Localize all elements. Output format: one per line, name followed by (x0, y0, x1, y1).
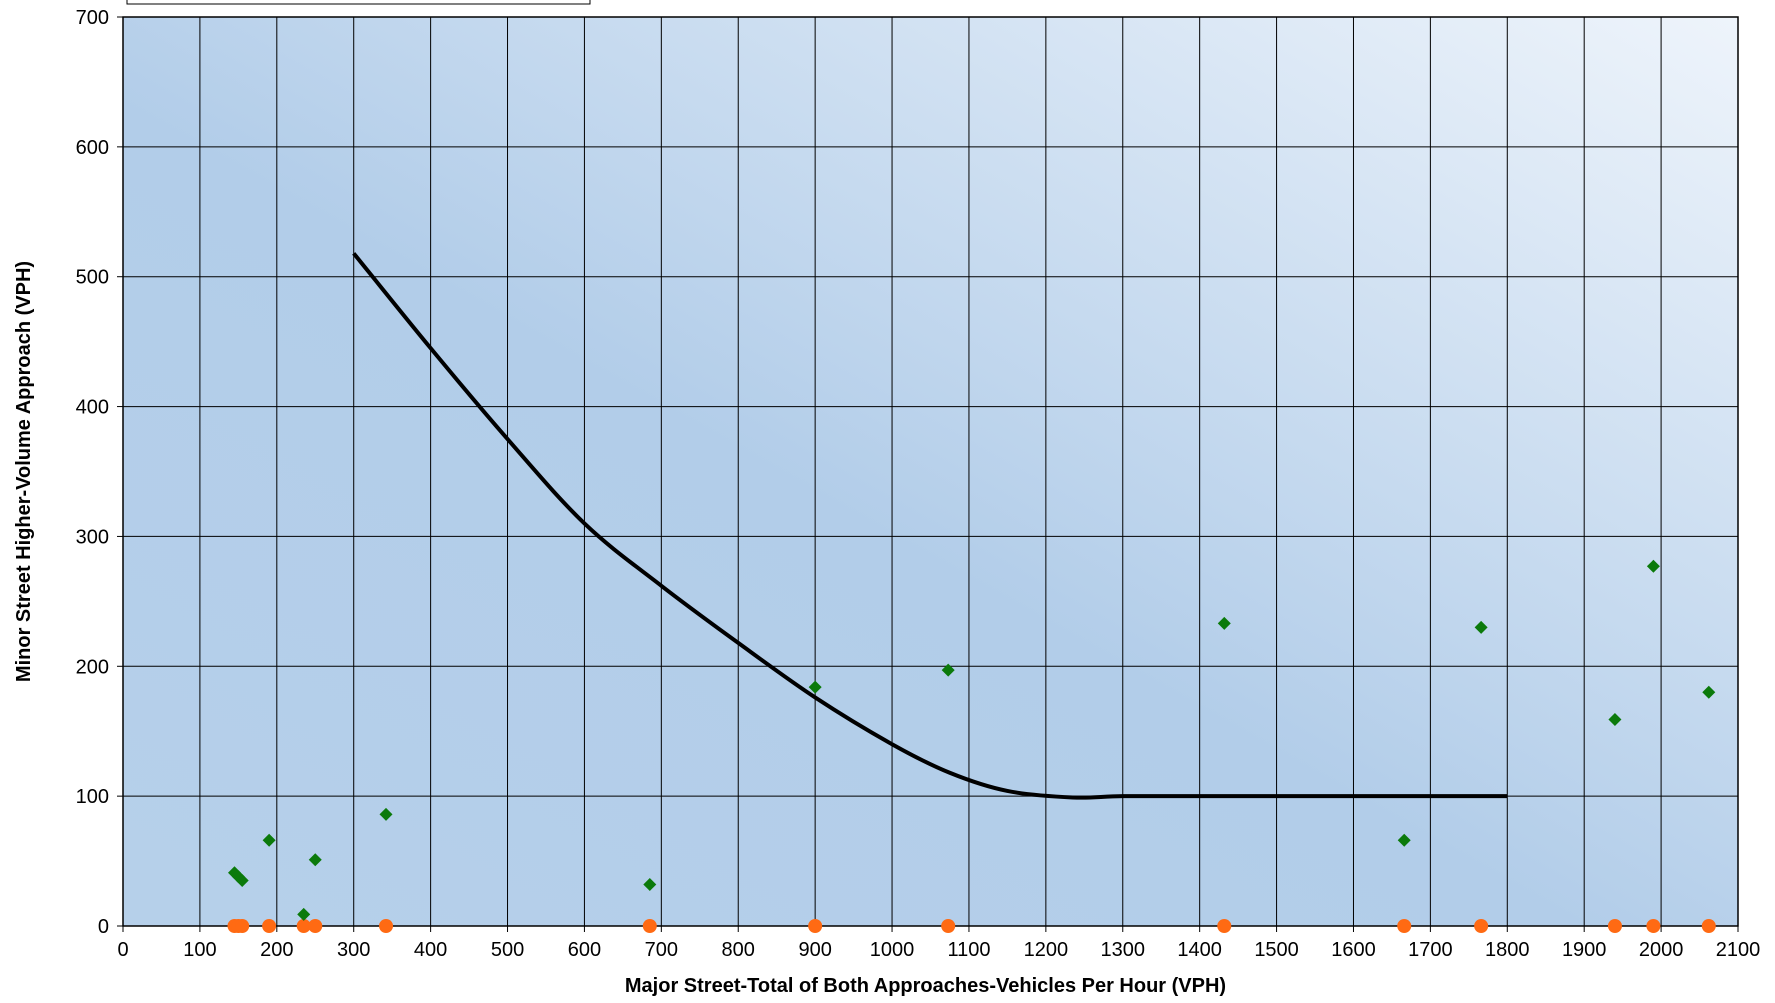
y-tick-label: 300 (76, 526, 109, 548)
data-point-diamond (1217, 616, 1231, 630)
y-axis-title: Minor Street Higher-Volume Approach (VPH… (13, 261, 35, 682)
data-point-circle (308, 919, 323, 933)
series-layer (227, 252, 1716, 933)
y-tick-label: 100 (76, 786, 109, 808)
data-point-diamond (643, 877, 657, 891)
data-point-diamond (308, 853, 322, 867)
x-tick-label: 1300 (1101, 939, 1146, 961)
y-tick-label: 500 (76, 267, 109, 289)
x-tick-label: 1700 (1408, 939, 1453, 961)
data-point-circle (262, 919, 277, 933)
x-tick-label: 500 (491, 939, 524, 961)
data-point-circle (1646, 919, 1661, 933)
y-tick-label: 200 (76, 656, 109, 678)
x-tick-label: 2000 (1639, 939, 1684, 961)
y-axis-ticks: 0 100 200 300 400 500 600 700 (76, 7, 123, 938)
y-tick-label: 700 (76, 7, 109, 29)
x-tick-label: 700 (645, 939, 678, 961)
data-point-circle (1217, 919, 1232, 933)
data-point-circle (379, 919, 394, 933)
x-tick-label: 1100 (947, 939, 990, 961)
data-point-diamond (235, 874, 249, 888)
data-point-diamond (1646, 559, 1660, 573)
data-point-diamond (379, 807, 393, 821)
warrant-threshold-curve (352, 252, 1508, 800)
x-tick-label: 800 (722, 939, 755, 961)
x-tick-label: 2100 (1716, 939, 1761, 961)
data-point-circle (642, 919, 657, 933)
data-point-circle (1474, 919, 1489, 933)
data-point-circle (1701, 919, 1716, 933)
data-point-diamond (1702, 685, 1716, 699)
x-axis-title: Major Street-Total of Both Approaches-Ve… (625, 975, 1226, 997)
data-point-diamond (1474, 620, 1488, 634)
x-tick-label: 200 (260, 939, 293, 961)
data-point-diamond (262, 833, 276, 847)
data-point-circle (808, 919, 823, 933)
plot-area (123, 17, 1738, 926)
y-tick-label: 400 (76, 397, 109, 419)
x-tick-label: 600 (568, 939, 601, 961)
data-point-diamond (297, 907, 311, 921)
data-point-diamond (808, 680, 822, 694)
data-point-diamond (941, 663, 955, 677)
data-point-diamond (1608, 713, 1622, 727)
plot-frame (122, 16, 1739, 927)
y-tick-label: 0 (98, 916, 109, 938)
x-tick-label: 900 (798, 939, 831, 961)
data-point-diamond (1397, 833, 1411, 847)
y-tick-label: 600 (76, 137, 109, 159)
data-point-circle (296, 919, 311, 933)
legend-box-partial (126, 0, 591, 5)
x-tick-label: 400 (414, 939, 447, 961)
data-point-circle (235, 919, 250, 933)
x-tick-label: 1600 (1331, 939, 1376, 961)
x-tick-label: 300 (337, 939, 370, 961)
x-tick-label: 1800 (1485, 939, 1530, 961)
data-point-circle (941, 919, 956, 933)
x-tick-label: 1400 (1177, 939, 1222, 961)
x-tick-label: 100 (183, 939, 216, 961)
x-axis-ticks: 0 100 200 300 400 500 600 700 800 900 1000 1100 1200… (117, 926, 1760, 961)
data-point-circle (1397, 919, 1412, 933)
x-tick-label: 0 (117, 939, 128, 961)
x-tick-label: 1500 (1254, 939, 1299, 961)
data-point-circle (1607, 919, 1622, 933)
x-tick-label: 1000 (870, 939, 915, 961)
x-tick-label: 1900 (1562, 939, 1607, 961)
x-tick-label: 1200 (1024, 939, 1069, 961)
